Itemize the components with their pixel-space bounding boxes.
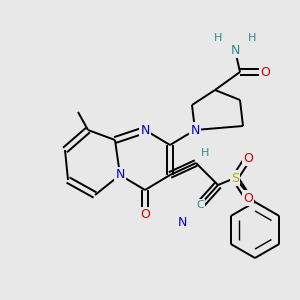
Text: N: N xyxy=(190,124,200,136)
Text: O: O xyxy=(260,65,270,79)
Text: O: O xyxy=(243,152,253,164)
Text: C: C xyxy=(196,200,204,210)
Text: N: N xyxy=(115,169,125,182)
Text: N: N xyxy=(140,124,150,136)
Text: H: H xyxy=(214,33,222,43)
Text: N: N xyxy=(230,44,240,56)
Text: H: H xyxy=(201,148,209,158)
Text: N: N xyxy=(177,215,187,229)
Text: H: H xyxy=(248,33,256,43)
Text: O: O xyxy=(140,208,150,221)
Text: O: O xyxy=(243,191,253,205)
Text: S: S xyxy=(231,172,239,184)
